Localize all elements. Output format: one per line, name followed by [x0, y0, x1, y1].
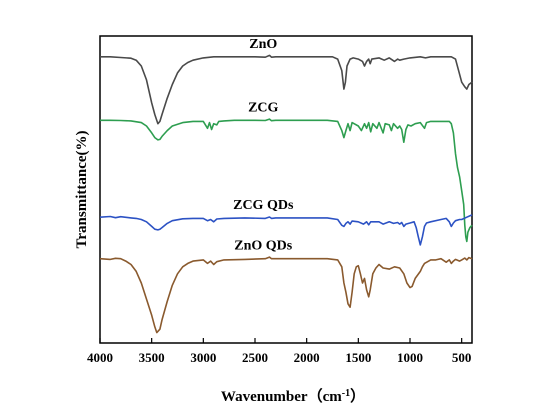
series-line-zno-qds	[99, 256, 473, 334]
x-tick-label: 500	[452, 350, 472, 365]
x-tick-label: 3500	[139, 350, 165, 365]
x-axis-title-main: Wavenumber（cm	[221, 387, 342, 405]
plot-frame	[99, 35, 473, 344]
x-axis-ticks: 4000 3500 3000 2500 2000 1500 1000 500	[87, 338, 471, 365]
x-tick-label: 2500	[242, 350, 268, 365]
x-axis-title: Wavenumber（cm-1）	[221, 387, 365, 405]
series-layer	[99, 54, 473, 334]
x-axis-title-close: ）	[350, 387, 365, 405]
series-label-zcg: ZCG	[248, 100, 278, 115]
series-label-zno: ZnO	[249, 37, 277, 52]
series-line-zcg-qds	[99, 214, 473, 246]
x-axis-title-sup: -1	[342, 388, 350, 399]
x-tick-label: 1500	[345, 350, 371, 365]
y-axis-title: Transmittance(%)	[74, 130, 90, 248]
series-labels: ZnO ZCG ZCG QDs ZnO QDs	[233, 37, 294, 254]
series-label-zcg-qds: ZCG QDs	[233, 198, 294, 213]
x-tick-label: 2000	[294, 350, 320, 365]
x-tick-label: 4000	[87, 350, 113, 365]
x-tick-label: 1000	[397, 350, 423, 365]
x-tick-label: 3000	[190, 350, 216, 365]
series-line-zcg	[100, 118, 473, 243]
series-line-zno	[100, 54, 473, 125]
series-label-zno-qds: ZnO QDs	[234, 239, 293, 254]
